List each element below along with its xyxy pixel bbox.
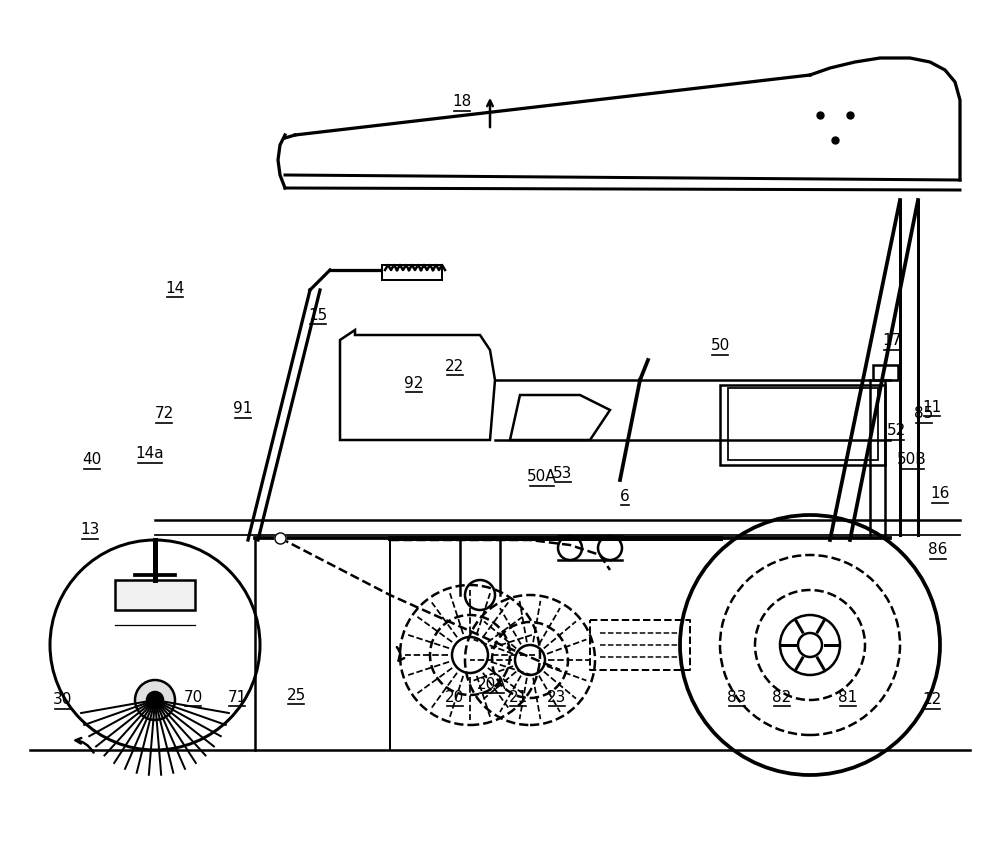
Text: 92: 92 — [404, 376, 424, 391]
Text: 82: 82 — [772, 689, 792, 705]
Text: 12: 12 — [922, 692, 942, 707]
Text: 13: 13 — [80, 522, 100, 538]
Text: 21: 21 — [508, 689, 528, 705]
Text: 85: 85 — [914, 406, 934, 421]
Text: 20: 20 — [445, 689, 465, 705]
Text: 15: 15 — [308, 308, 328, 323]
Text: 52: 52 — [886, 423, 906, 438]
Text: 50: 50 — [710, 338, 730, 354]
Text: 22: 22 — [445, 359, 465, 374]
Text: 11: 11 — [922, 399, 942, 415]
Bar — [720, 385, 885, 465]
Text: 40: 40 — [82, 452, 102, 467]
Text: 81: 81 — [838, 689, 858, 705]
Text: 30: 30 — [53, 692, 73, 707]
Text: 72: 72 — [154, 406, 174, 421]
Text: 91: 91 — [233, 401, 253, 416]
Text: 25: 25 — [286, 688, 306, 703]
Text: 53: 53 — [553, 466, 573, 481]
Text: 50B: 50B — [897, 452, 927, 467]
Circle shape — [135, 680, 175, 720]
Text: 70: 70 — [183, 689, 203, 705]
Text: 18: 18 — [452, 94, 472, 109]
Circle shape — [147, 692, 163, 708]
Bar — [728, 388, 878, 460]
Text: 83: 83 — [727, 689, 747, 705]
Text: 14: 14 — [165, 281, 185, 296]
Bar — [873, 365, 898, 380]
Bar — [115, 580, 195, 610]
Text: 20A: 20A — [477, 677, 507, 692]
Text: 50A: 50A — [527, 469, 557, 484]
Text: 86: 86 — [928, 542, 948, 557]
Text: 14a: 14a — [136, 446, 164, 461]
Text: 6: 6 — [620, 488, 630, 504]
Text: 23: 23 — [547, 689, 567, 705]
Text: 17: 17 — [882, 333, 902, 349]
Text: 16: 16 — [930, 486, 950, 501]
Text: 71: 71 — [227, 689, 247, 705]
Bar — [382, 265, 442, 280]
